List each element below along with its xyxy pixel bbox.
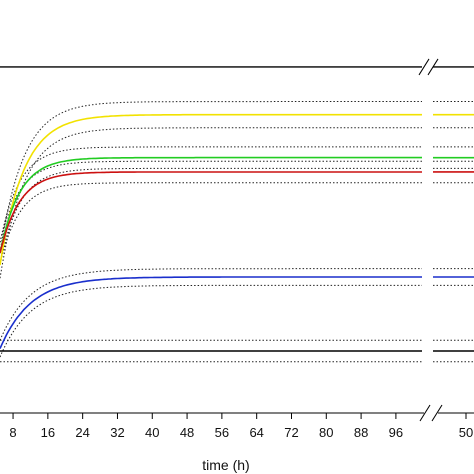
band-3-0 bbox=[0, 268, 422, 341]
axis-break-mark bbox=[431, 404, 443, 422]
x-tick-label: 72 bbox=[284, 425, 298, 440]
band-0-0 bbox=[0, 101, 422, 252]
x-tick-labels: 8 16 24 32 40 48 56 64 72 80 88 96 50 bbox=[9, 425, 473, 440]
confidence-bands bbox=[0, 101, 474, 363]
band-1-0 bbox=[0, 146, 422, 243]
axis-break-mark bbox=[419, 404, 431, 422]
x-tick-label: 64 bbox=[249, 425, 263, 440]
band-2-1 bbox=[0, 182, 422, 265]
x-tick-label: 88 bbox=[354, 425, 368, 440]
break-mark bbox=[418, 58, 430, 76]
x-tick-label: 56 bbox=[215, 425, 229, 440]
x-tick-label: 48 bbox=[180, 425, 194, 440]
series-line-1 bbox=[0, 156, 422, 254]
x-tick-label: 80 bbox=[319, 425, 333, 440]
x-tick-label: 40 bbox=[145, 425, 159, 440]
x-tick-label: 8 bbox=[9, 425, 16, 440]
band-2-0 bbox=[0, 160, 422, 243]
series-line-0 bbox=[0, 113, 422, 266]
break-mark bbox=[427, 58, 439, 76]
break-gap bbox=[423, 56, 433, 77]
series-line-3 bbox=[0, 276, 422, 349]
band-0-1 bbox=[0, 127, 422, 279]
series-lines bbox=[0, 66, 474, 352]
band-3-1 bbox=[0, 284, 422, 358]
x-tick-label: 16 bbox=[41, 425, 55, 440]
x-axis-label: time (h) bbox=[202, 457, 249, 473]
x-tick-label: 50 bbox=[459, 425, 473, 440]
band-1-1 bbox=[0, 167, 422, 265]
series-line-2 bbox=[0, 171, 422, 254]
x-tick-label: 32 bbox=[110, 425, 124, 440]
x-tick-label: 96 bbox=[389, 425, 403, 440]
x-axis bbox=[0, 56, 474, 422]
x-tick-label: 24 bbox=[75, 425, 89, 440]
